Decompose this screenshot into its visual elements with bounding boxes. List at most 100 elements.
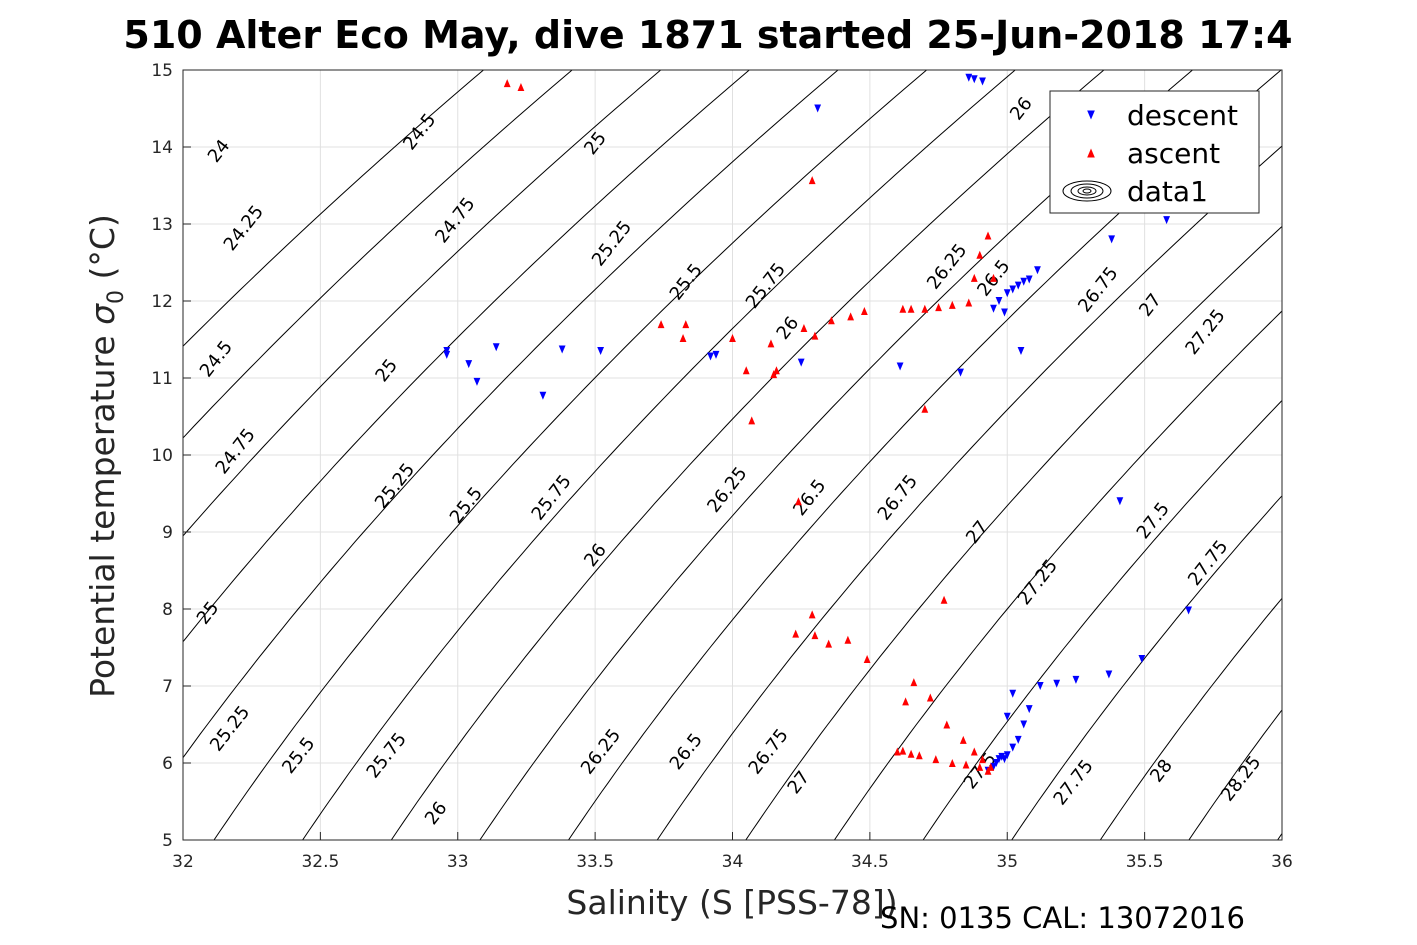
ascent-point [984,231,992,240]
isopycnal-line [301,70,1016,840]
data-points [443,73,1192,775]
descent-point [1001,755,1008,764]
descent-point [473,377,481,386]
descent-point [1001,308,1008,317]
isopycnal-line [390,70,1105,840]
ascent-point [948,759,956,767]
descent-point [965,73,973,82]
contour-label: 27.25 [1181,305,1229,359]
descent-point [970,75,978,84]
isopycnal-line [183,70,839,759]
descent-point [979,77,986,86]
contour-label: 25.25 [371,459,419,513]
ascent-point [773,366,780,375]
ascent-point [863,655,871,664]
descent-point [1009,743,1017,752]
descent-point [998,752,1006,761]
ascent-point [808,176,816,185]
descent-point [712,350,720,359]
ascent-point [742,366,750,375]
descent-point [1036,682,1044,690]
y-tick-label: 7 [162,677,173,697]
contour-label: 24.25 [220,201,268,255]
contour-label: 25 [580,128,611,159]
descent-point [1025,705,1033,714]
y-tick-label: 13 [151,215,173,235]
ascent-point [976,250,984,259]
ascent-point [899,746,907,755]
descent-point [995,297,1003,305]
descent-point [1138,655,1146,664]
descent-point [814,104,822,113]
ascent-point [657,320,665,329]
descent-point [990,762,997,771]
ascent-point [907,304,915,313]
ascent-point [921,304,929,313]
ascent-point [910,678,918,687]
ascent-point [748,416,756,425]
y-tick-label: 6 [162,754,173,774]
y-axis-label-main: Potential temperature [83,325,122,698]
ascent-point [729,333,736,342]
ascent-point [940,595,948,604]
y-axis-label-sub: 0 [104,290,129,304]
y-axis-label: Potential temperature σ0 (°C) [83,214,129,698]
contour-label: 26 [1006,93,1037,124]
contour-label: 25.75 [363,729,411,783]
contour-label: 25 [371,355,402,386]
descent-point [1108,235,1116,244]
descent-point [1025,275,1033,284]
contour-label: 28.25 [1217,752,1265,806]
descent-point [1163,216,1171,225]
legend: descent ascent data1 [1049,90,1260,214]
descent-point [707,352,714,361]
descent-point [1017,347,1025,356]
descent-point [539,391,547,400]
x-tick-label: 33.5 [576,852,614,872]
legend-label-descent: descent [1127,99,1238,132]
isopycnal-line [567,70,1282,840]
descent-point [1003,751,1011,760]
ascent-point [847,312,855,321]
ascent-point [984,766,992,775]
contour-label: 27 [783,767,814,798]
ascent-point [948,300,956,309]
x-tick-label: 34 [722,852,744,872]
contour-label: 24 [204,136,235,167]
x-axis-label: Salinity (S [PSS-78]) [566,883,897,922]
contour-label: 27.25 [1014,556,1062,610]
contour-label: 25.5 [446,483,487,528]
contour-label: 26.75 [1074,263,1122,317]
contour-label: 26.5 [666,729,707,774]
descent-point [1003,712,1011,721]
contour-label: 26.25 [577,725,625,779]
legend-label-data1: data1 [1127,175,1208,208]
y-tick-label: 9 [162,523,173,543]
contour-label: 24.5 [196,337,237,382]
descent-point [492,343,500,352]
isopycnal-line [1188,709,1282,840]
descent-point [1116,497,1124,506]
contour-label: 25.75 [742,259,790,313]
isopycnal-line [922,399,1282,840]
contour-label: 28 [1146,756,1177,787]
ascent-point [959,735,967,744]
descent-point [1003,289,1011,298]
contour-label: 27.75 [1184,536,1232,590]
descent-point [465,360,473,369]
ascent-point [976,762,984,771]
descent-point [1072,675,1080,684]
ascent-point [935,303,942,312]
ascent-point [962,760,970,769]
ascent-point [517,82,525,91]
x-tick-label: 33 [447,852,469,872]
isopycnal-line [183,70,751,643]
isopycnal-line [213,70,928,840]
descent-point [1020,720,1028,729]
y-tick-label: 14 [151,138,173,158]
ascent-point [792,629,800,638]
descent-point [992,759,1000,767]
descent-point [1020,277,1028,286]
